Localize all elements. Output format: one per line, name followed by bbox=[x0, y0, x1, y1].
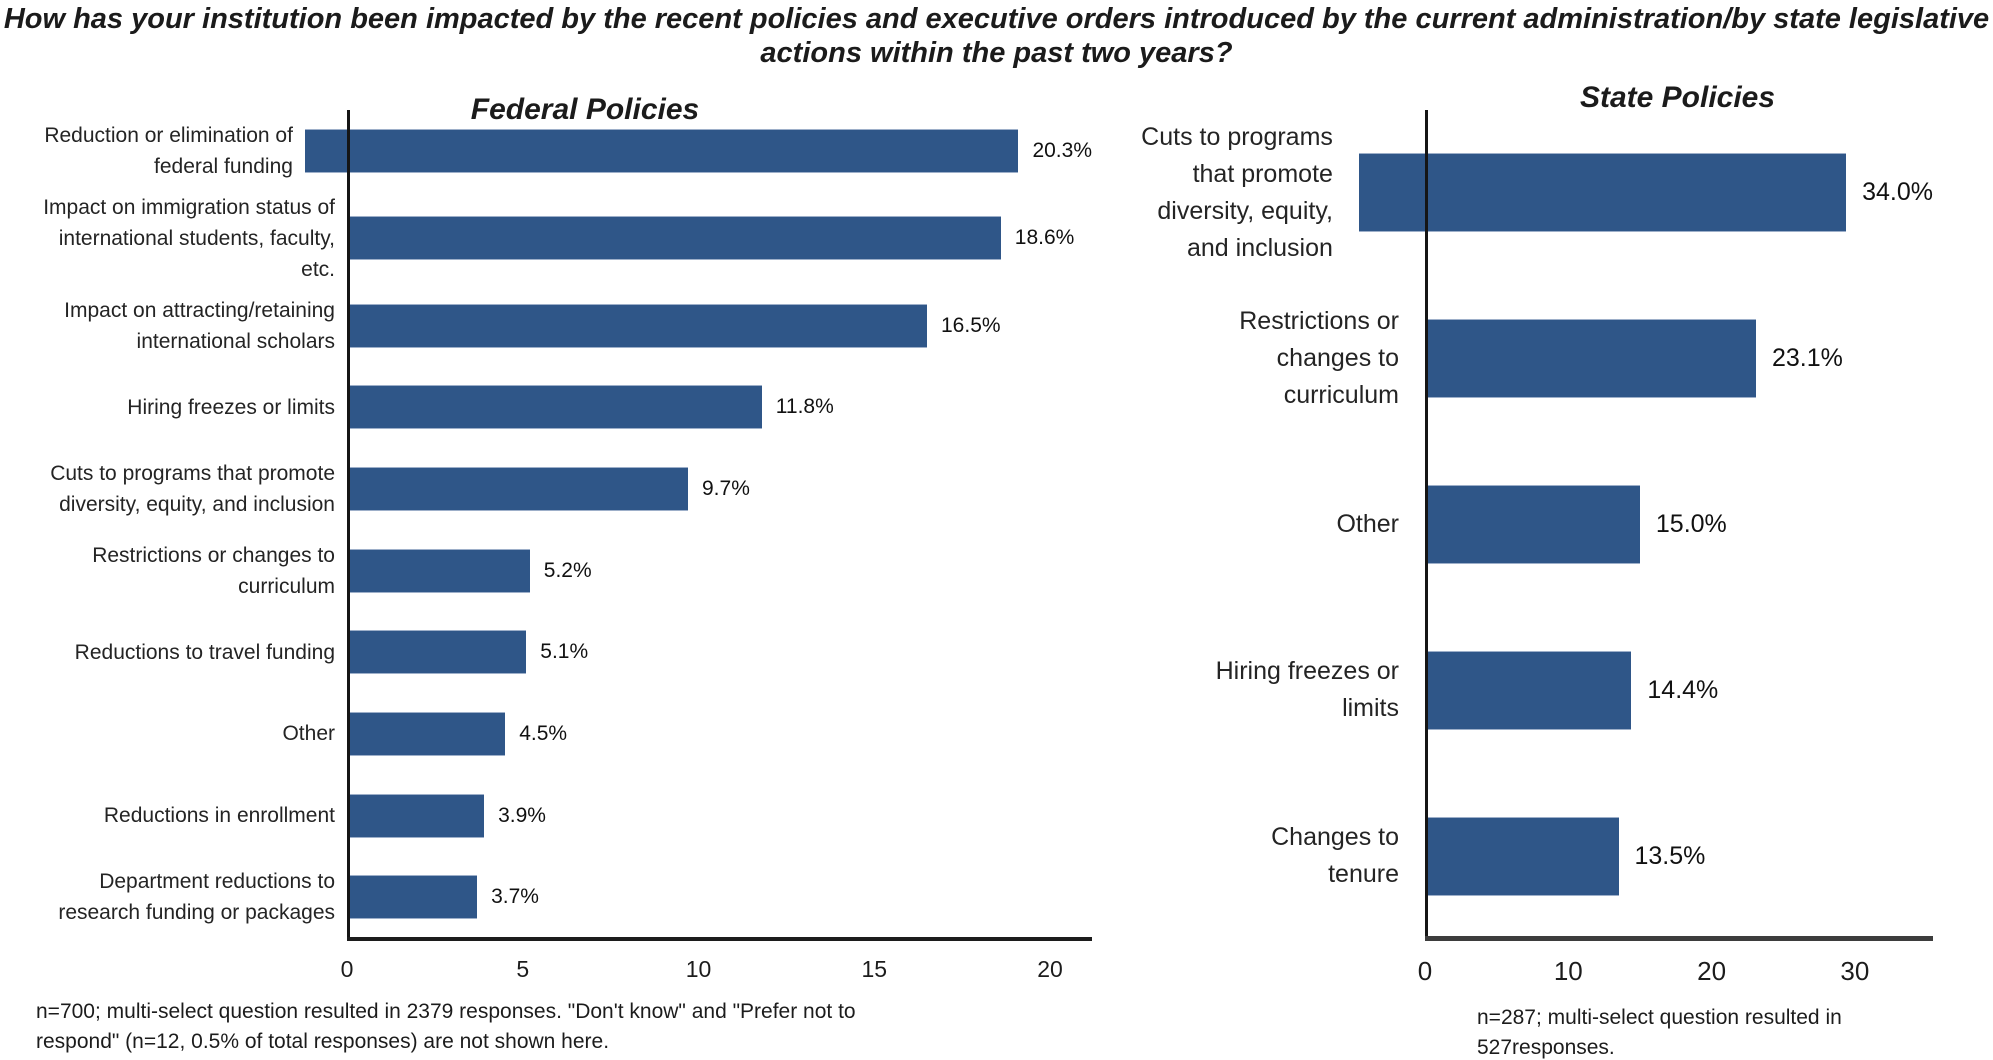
chart-row: Reduction or elimination of federal fund… bbox=[0, 110, 1092, 192]
category-label: Restrictions or changes to curriculum bbox=[1239, 307, 1399, 410]
chart-row: Changes to tenure 13.5% bbox=[1140, 773, 1933, 939]
chart-row: Restrictions or changes to curriculum 5.2… bbox=[0, 530, 1092, 612]
bar-cell: 3.9% bbox=[347, 775, 1092, 857]
chart-row: Impact on immigration status of internat… bbox=[0, 192, 1092, 285]
category-label: Hiring freezes or limits bbox=[127, 395, 335, 419]
bar bbox=[347, 216, 1001, 261]
value-label: 14.4% bbox=[1647, 675, 1719, 704]
bar-cell: 13.5% bbox=[1425, 773, 1933, 939]
bar-cell: 9.7% bbox=[347, 448, 1092, 530]
value-label: 5.2% bbox=[543, 558, 592, 582]
value-label: 16.5% bbox=[941, 313, 1001, 337]
chart-title-state: State Policies bbox=[1579, 80, 1776, 114]
bar bbox=[347, 548, 530, 593]
value-label: 3.9% bbox=[498, 803, 546, 827]
bar-cell: 18.6% bbox=[347, 192, 1092, 285]
bar bbox=[347, 630, 527, 675]
federal-footnote: n=700; multi-select question resulted in… bbox=[36, 1000, 856, 1053]
category-label: Changes to tenure bbox=[1271, 823, 1399, 889]
bar-cell: 15.0% bbox=[1425, 442, 1933, 608]
chart-row: Other 4.5% bbox=[0, 693, 1092, 775]
value-label: 23.1% bbox=[1772, 344, 1843, 373]
bar-cell: 4.5% bbox=[347, 693, 1092, 775]
value-label: 11.8% bbox=[775, 395, 834, 419]
chart-title-federal: Federal Policies bbox=[470, 92, 700, 126]
bar bbox=[1425, 484, 1640, 564]
x-tick-label: 20 bbox=[1697, 956, 1727, 986]
category-label: Reduction or elimination of federal fund… bbox=[44, 123, 293, 178]
bar bbox=[347, 466, 688, 511]
value-label: 20.3% bbox=[1032, 138, 1092, 162]
bar bbox=[347, 711, 506, 756]
category-label: Reductions in enrollment bbox=[103, 804, 335, 828]
x-tick-label: 5 bbox=[516, 956, 530, 982]
bar-cell: 11.8% bbox=[347, 366, 1092, 448]
category-label: Impact on immigration status of internat… bbox=[43, 195, 335, 281]
bar bbox=[347, 793, 485, 838]
chart-row: Hiring freezes or limits 14.4% bbox=[1140, 607, 1933, 773]
chart-row: Reductions in enrollment 3.9% bbox=[0, 775, 1092, 857]
bar bbox=[304, 128, 1019, 173]
value-label: 9.7% bbox=[702, 476, 750, 500]
federal-bar-rows: Reduction or elimination of federal fund… bbox=[0, 110, 1092, 938]
bar-cell: 5.1% bbox=[347, 611, 1092, 693]
chart-row: Cuts to programs that promote diversity,… bbox=[1140, 110, 1933, 276]
state-x-axis-line bbox=[1425, 936, 1933, 941]
bar-cell: 14.4% bbox=[1425, 607, 1933, 773]
category-label: Impact on attracting/retaining internati… bbox=[64, 298, 335, 353]
x-tick-label: 30 bbox=[1840, 956, 1870, 986]
state-x-tick-labels: 0 10 20 30 bbox=[1418, 956, 1933, 990]
bar-cell: 3.7% bbox=[347, 856, 1092, 938]
chart-row: Department reductions to research fundin… bbox=[0, 856, 1092, 938]
x-tick-label: 10 bbox=[1553, 956, 1583, 986]
chart-row: Impact on attracting/retaining internati… bbox=[0, 285, 1092, 367]
bar-cell: 23.1% bbox=[1425, 276, 1933, 442]
x-tick-label: 20 bbox=[1037, 956, 1063, 982]
bar bbox=[347, 385, 762, 430]
bar bbox=[1358, 153, 1847, 233]
category-label: Reductions to travel funding bbox=[74, 640, 335, 664]
bar-cell: 20.3% bbox=[304, 110, 1092, 192]
bar-cell: 16.5% bbox=[347, 285, 1092, 367]
federal-x-axis-line bbox=[347, 937, 1092, 941]
value-label: 34.0% bbox=[1862, 178, 1933, 207]
chart-row: Hiring freezes or limits 11.8% bbox=[0, 366, 1092, 448]
bar bbox=[1425, 816, 1619, 896]
figure-title: How has your institution been impacted b… bbox=[3, 3, 1990, 69]
chart-row: Cuts to programs that promote diversity,… bbox=[0, 448, 1092, 530]
bar bbox=[1425, 319, 1756, 399]
category-label: Cuts to programs that promote diversity,… bbox=[50, 461, 335, 516]
value-label: 13.5% bbox=[1634, 841, 1706, 870]
category-label: Other bbox=[282, 722, 335, 746]
category-label: Other bbox=[1336, 509, 1399, 538]
value-label: 15.0% bbox=[1655, 509, 1727, 538]
category-label: Department reductions to research fundin… bbox=[58, 870, 335, 925]
value-label: 4.5% bbox=[519, 721, 568, 745]
chart-row: Restrictions or changes to curriculum 23.… bbox=[1140, 276, 1933, 442]
bar bbox=[1425, 650, 1632, 730]
chart-row: Reductions to travel funding 5.1% bbox=[0, 611, 1092, 693]
bar bbox=[347, 875, 478, 920]
federal-y-axis-line bbox=[347, 110, 350, 941]
x-tick-label: 15 bbox=[861, 956, 888, 982]
state-footnote: n=287; multi-select question resulted in… bbox=[1477, 1006, 1842, 1059]
bar bbox=[347, 303, 927, 348]
bar-cell: 34.0% bbox=[1358, 110, 1933, 276]
chart-row: Other 15.0% bbox=[1140, 442, 1933, 608]
x-tick-label: 10 bbox=[685, 956, 712, 982]
value-label: 5.1% bbox=[540, 640, 589, 664]
federal-x-tick-labels: 0 5 10 15 20 bbox=[341, 956, 1092, 990]
value-label: 18.6% bbox=[1014, 226, 1075, 250]
value-label: 3.7% bbox=[491, 885, 539, 909]
category-label: Restrictions or changes to curriculum bbox=[92, 543, 335, 598]
bar-cell: 5.2% bbox=[347, 530, 1092, 612]
state-y-axis-line bbox=[1425, 110, 1428, 941]
category-label: Hiring freezes or limits bbox=[1215, 657, 1399, 723]
x-tick-label: 0 bbox=[340, 956, 354, 982]
state-bar-rows: Cuts to programs that promote diversity,… bbox=[1140, 110, 1933, 939]
category-label: Cuts to programs that promote diversity,… bbox=[1141, 122, 1333, 262]
x-tick-label: 0 bbox=[1417, 956, 1433, 986]
